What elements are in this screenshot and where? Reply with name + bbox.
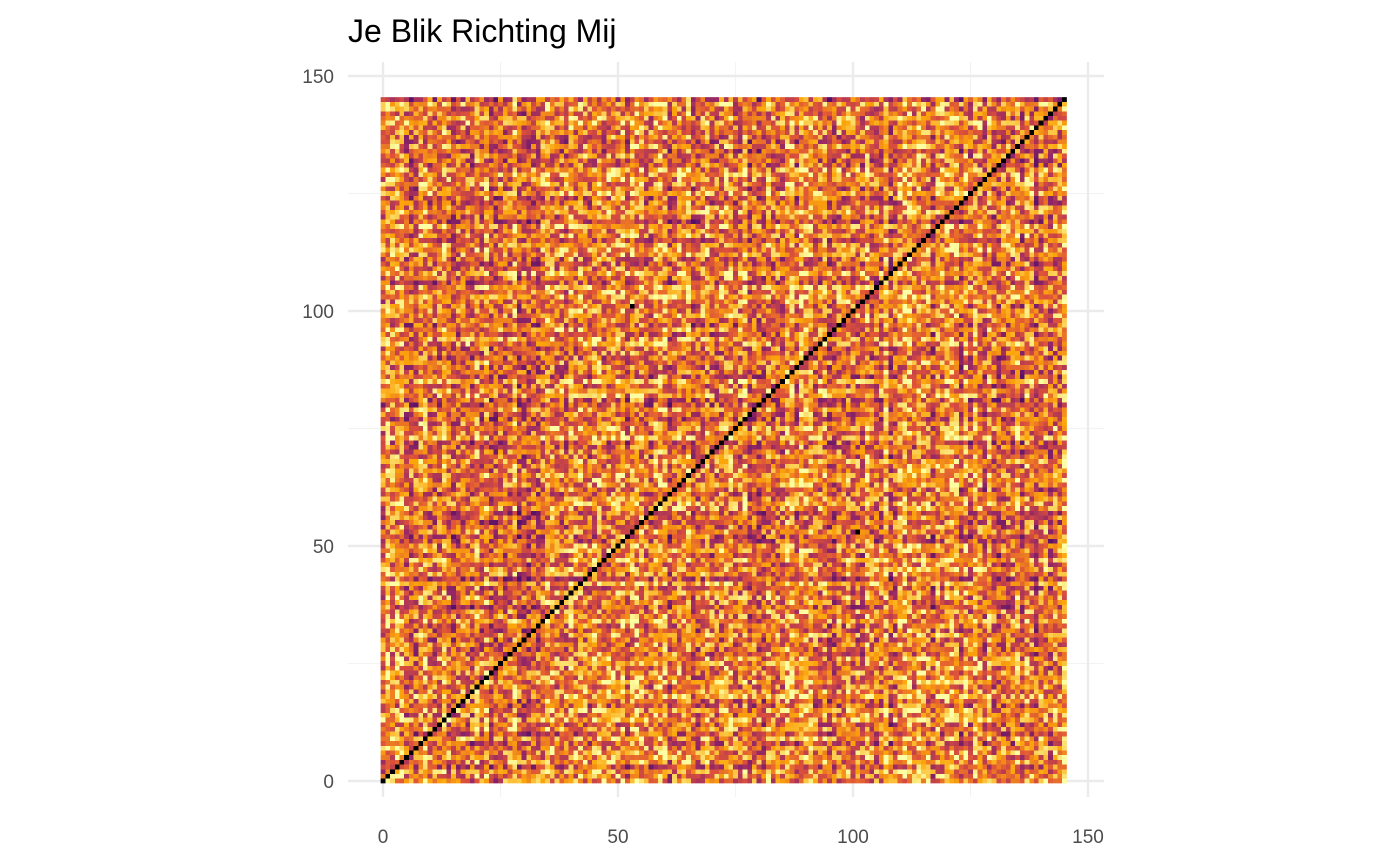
x-tick-label: 50 — [607, 827, 628, 848]
x-tick-label: 0 — [378, 827, 389, 848]
y-tick-label: 0 — [323, 772, 334, 793]
heatmap-cells — [380, 97, 1067, 784]
y-axis-tick-labels: 0 50 100 150 — [302, 67, 334, 793]
y-tick-label: 100 — [302, 302, 334, 323]
chart-title: Je Blik Richting Mij — [348, 13, 617, 49]
x-axis-tick-labels: 0 50 100 150 — [378, 827, 1104, 848]
y-tick-label: 150 — [302, 67, 334, 88]
heatmap-tile-matrix — [380, 97, 1067, 784]
x-tick-label: 100 — [837, 827, 869, 848]
y-tick-label: 50 — [313, 537, 334, 558]
x-tick-label: 150 — [1072, 827, 1104, 848]
